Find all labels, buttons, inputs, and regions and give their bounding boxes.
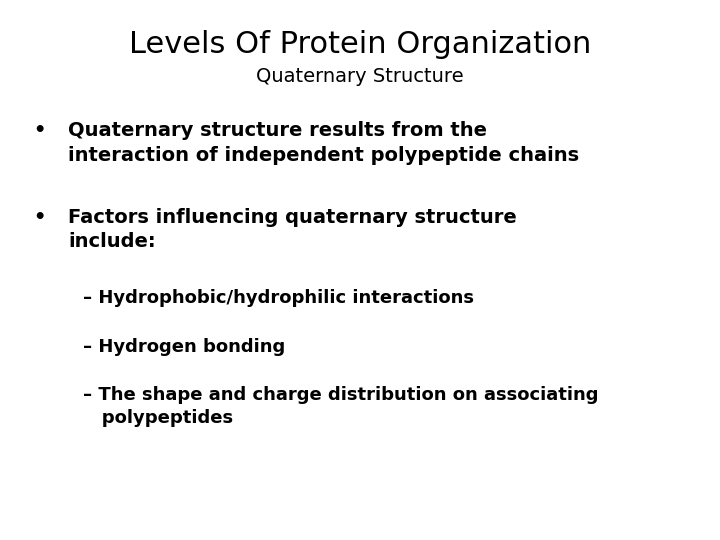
Text: Quaternary structure results from the
interaction of independent polypeptide cha: Quaternary structure results from the in… [68,122,580,165]
Text: •: • [33,122,46,140]
Text: Levels Of Protein Organization: Levels Of Protein Organization [129,30,591,59]
Text: – Hydrogen bonding: – Hydrogen bonding [83,338,285,355]
Text: – The shape and charge distribution on associating
   polypeptides: – The shape and charge distribution on a… [83,386,598,427]
Text: – Hydrophobic/hydrophilic interactions: – Hydrophobic/hydrophilic interactions [83,289,474,307]
Text: Factors influencing quaternary structure
include:: Factors influencing quaternary structure… [68,208,517,251]
Text: Quaternary Structure: Quaternary Structure [256,68,464,86]
Text: •: • [33,208,46,227]
